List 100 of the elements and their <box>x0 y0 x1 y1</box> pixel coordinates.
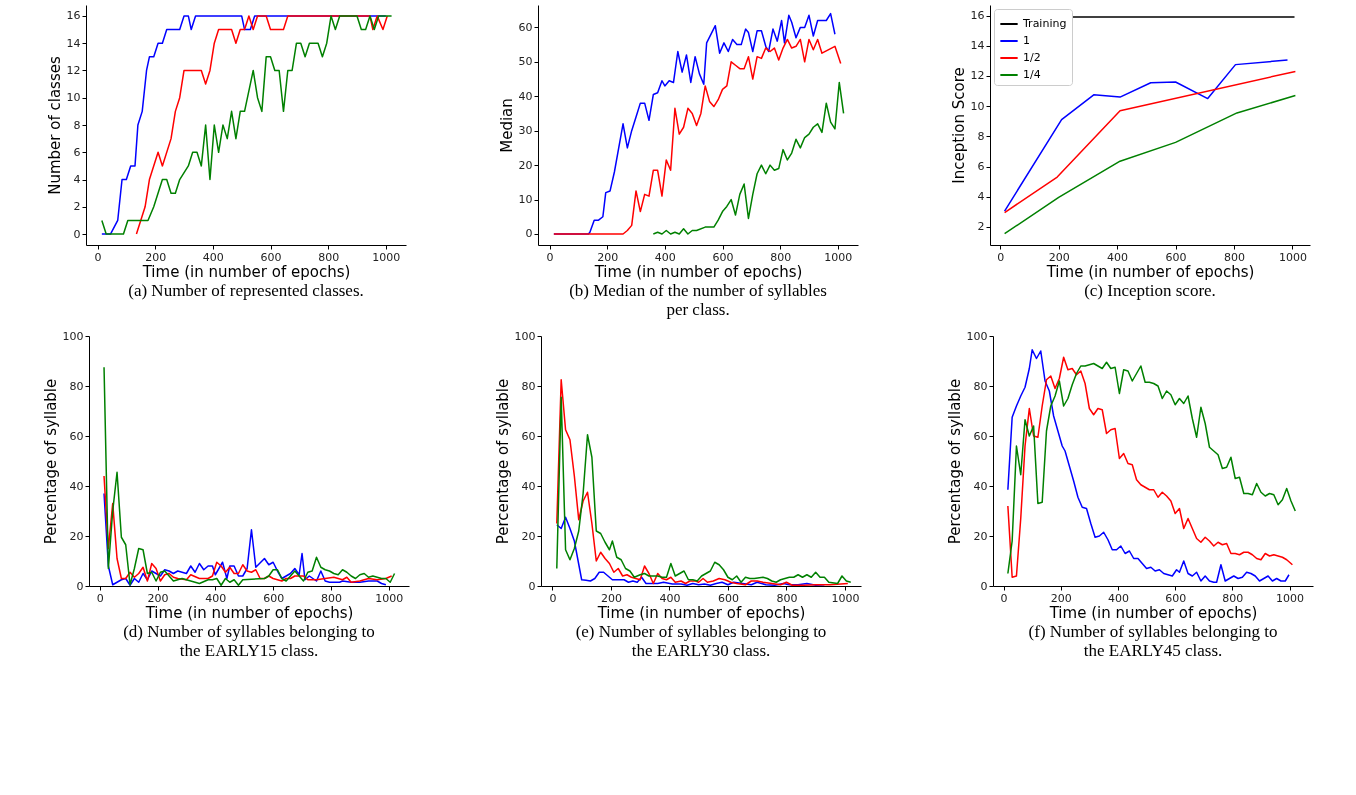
legend-label: 1/2 <box>1022 51 1041 64</box>
x-tick-label: 800 <box>776 591 798 605</box>
y-tick-label: 4 <box>977 190 984 204</box>
x-tick-label: 400 <box>202 250 224 264</box>
y-tick-label: 0 <box>76 579 84 593</box>
text: (a) Number of represented classes. <box>127 281 364 300</box>
x-axis-title: Time (in number of epochs) <box>596 603 806 622</box>
x-tick-label: 1000 <box>823 250 852 264</box>
x-tick-label: 600 <box>717 591 739 605</box>
x-tick-label: 600 <box>712 250 733 264</box>
x-tick-label: 1000 <box>371 250 400 264</box>
x-tick-label: 400 <box>654 250 676 264</box>
x-tick-label: 200 <box>600 591 622 605</box>
y-tick-label: 20 <box>521 529 536 543</box>
y-tick-label: 100 <box>966 329 988 343</box>
y-tick-label: 60 <box>69 429 84 443</box>
x-tick-label: 600 <box>1165 591 1187 605</box>
x-tick-label: 600 <box>1165 250 1187 264</box>
x-tick-label: 200 <box>144 250 166 264</box>
y-tick-label: 14 <box>66 36 80 50</box>
x-tick-label: 800 <box>317 250 339 264</box>
y-tick-label: 4 <box>73 173 80 187</box>
x-tick-label: 1000 <box>1276 591 1305 605</box>
y-tick-label: 12 <box>970 69 984 83</box>
line-series <box>103 366 396 586</box>
y-tick-label: 8 <box>977 129 984 143</box>
y-tick-label: 10 <box>66 91 80 105</box>
x-tick-label: 0 <box>549 591 557 605</box>
y-tick-label: 0 <box>528 579 536 593</box>
x-tick-label: 800 <box>1223 250 1245 264</box>
legend-label: 1/4 <box>1022 68 1041 81</box>
x-tick-label: 400 <box>1106 250 1128 264</box>
y-tick-label: 16 <box>66 9 80 23</box>
x-tick-label: 800 <box>769 250 791 264</box>
y-axis-title: Median <box>497 98 515 153</box>
y-tick-label: 60 <box>518 20 532 34</box>
y-tick-label: 80 <box>973 379 988 393</box>
y-tick-label: 20 <box>973 529 988 543</box>
legend-label: Training <box>1021 17 1066 30</box>
text: (d) Number of syllables belonging to the EARLY15 class. <box>123 622 375 660</box>
y-tick-label: 2 <box>977 220 984 234</box>
line-series <box>103 492 387 586</box>
text: (e) Number of syllables belonging to the EARLY30 class. <box>575 622 827 660</box>
x-tick-label: 800 <box>1222 591 1244 605</box>
x-axis-title: Time (in number of epochs) <box>1045 262 1254 281</box>
x-tick-label: 200 <box>147 591 169 605</box>
x-axis-title: Time (in number of epochs) <box>141 262 350 281</box>
y-tick-label: 12 <box>66 63 80 77</box>
y-tick-label: 16 <box>970 9 984 23</box>
y-tick-label: 60 <box>521 429 536 443</box>
x-tick-label: 0 <box>546 250 554 264</box>
x-tick-label: 200 <box>1050 591 1072 605</box>
line-series <box>652 81 844 235</box>
y-tick-label: 10 <box>970 99 984 113</box>
y-axis-title: Number of classes <box>45 56 63 195</box>
x-tick-label: 1000 <box>831 591 860 605</box>
text: (f) Number of syllables belonging to the EARLY45 class. <box>1028 622 1278 660</box>
x-tick-label: 0 <box>96 591 104 605</box>
x-tick-label: 0 <box>1000 591 1008 605</box>
y-tick-label: 60 <box>973 429 988 443</box>
text: (c) Inception score. <box>1083 281 1216 300</box>
y-tick-label: 100 <box>514 329 536 343</box>
x-axis-title: Time (in number of epochs) <box>593 262 802 281</box>
text: (b) Median of the number of syllables per class. <box>568 281 827 319</box>
x-tick-label: 400 <box>1107 591 1129 605</box>
x-tick-label: 200 <box>1048 250 1070 264</box>
y-axis-title: Percentage of syllable <box>945 378 964 545</box>
y-tick-label: 0 <box>73 227 80 241</box>
y-tick-label: 80 <box>521 379 536 393</box>
y-tick-label: 2 <box>73 200 80 214</box>
y-tick-label: 6 <box>73 145 80 159</box>
y-tick-label: 80 <box>69 379 84 393</box>
y-tick-label: 20 <box>69 529 84 543</box>
y-tick-label: 40 <box>69 479 84 493</box>
y-tick-label: 8 <box>73 118 80 132</box>
legend-label: 1 <box>1022 34 1030 47</box>
x-tick-label: 600 <box>263 591 285 605</box>
y-axis-title: Percentage of syllable <box>41 378 60 545</box>
x-axis-title: Time (in number of epochs) <box>144 603 354 622</box>
x-tick-label: 800 <box>320 591 342 605</box>
y-tick-label: 30 <box>518 124 532 138</box>
x-tick-label: 200 <box>596 250 618 264</box>
x-tick-label: 1000 <box>1278 250 1307 264</box>
x-tick-label: 600 <box>260 250 281 264</box>
line-series <box>103 475 393 583</box>
x-tick-label: 400 <box>659 591 681 605</box>
y-tick-label: 0 <box>980 579 988 593</box>
x-tick-label: 400 <box>205 591 227 605</box>
y-tick-label: 6 <box>977 160 984 174</box>
x-tick-label: 0 <box>996 250 1004 264</box>
y-tick-label: 10 <box>518 193 532 207</box>
y-tick-label: 100 <box>62 329 84 343</box>
y-tick-label: 40 <box>521 479 536 493</box>
y-tick-label: 14 <box>970 39 984 53</box>
y-tick-label: 40 <box>518 89 532 103</box>
y-tick-label: 40 <box>973 479 988 493</box>
y-tick-label: 0 <box>525 227 532 241</box>
y-tick-label: 20 <box>518 158 532 172</box>
y-axis-title: Inception Score <box>949 67 967 184</box>
y-axis-title: Percentage of syllable <box>493 378 512 545</box>
